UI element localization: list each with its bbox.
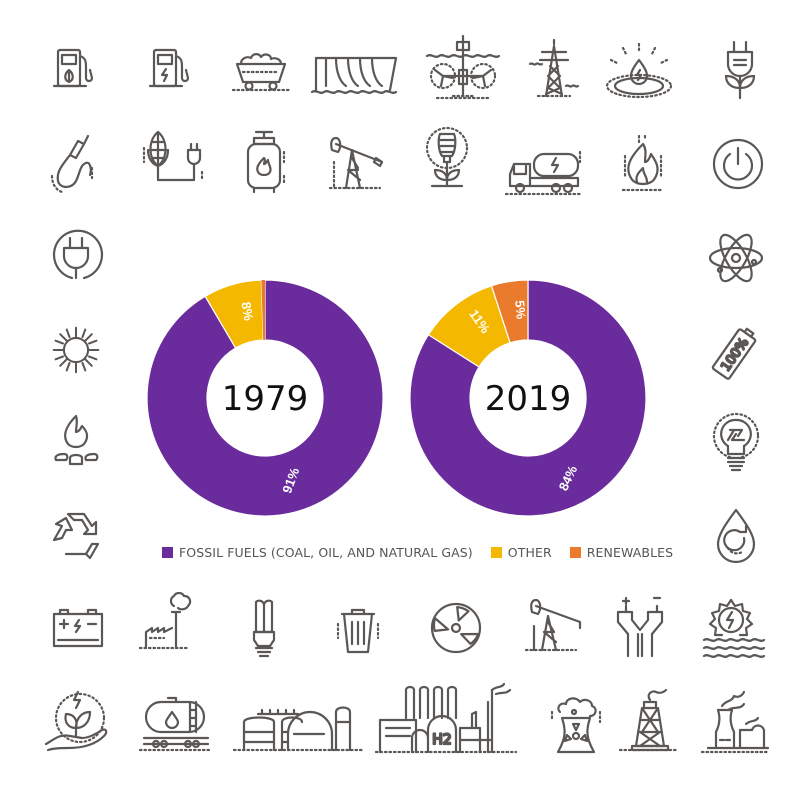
segment-renewables-1979	[261, 280, 265, 340]
nuclear-cooling-tower-icon	[546, 690, 606, 754]
factory-smoke-icon	[136, 591, 192, 654]
oil-derrick-icon	[618, 686, 680, 754]
legend-item-fossil: FOSSIL FUELS (COAL, OIL, AND NATURAL GAS…	[162, 545, 473, 560]
svg-text:H2: H2	[432, 732, 451, 748]
legend-swatch-renewables	[569, 547, 581, 558]
hydro-dam-icon	[310, 42, 402, 98]
legend-item-other: OTHER	[490, 545, 552, 560]
sun-icon	[50, 324, 102, 376]
segment-fossil-2019	[409, 279, 647, 517]
atom-icon	[706, 228, 766, 288]
recycle-bulb-icon	[706, 412, 766, 478]
water-cycle-drop-icon	[708, 506, 764, 566]
radiation-icon	[428, 600, 484, 656]
electrical-wires-icon	[612, 596, 668, 660]
biogas-plant-icon	[232, 702, 364, 754]
eco-bulb-plant-icon	[422, 124, 472, 194]
tidal-turbine-icon	[423, 32, 503, 102]
campfire-icon	[50, 412, 102, 472]
electric-charging-pump-icon	[148, 42, 204, 98]
fire-icon	[615, 134, 671, 196]
tank-railcar-icon	[138, 696, 214, 754]
segment-fossil-1979	[146, 279, 384, 517]
legend-swatch-other	[490, 547, 502, 558]
legend-label-other: OTHER	[507, 545, 552, 560]
plug-circle-icon	[48, 228, 104, 284]
oil-pumpjack-icon	[326, 130, 390, 192]
corn-biofuel-plug-icon	[140, 128, 210, 192]
donut-chart-1979: 8% 91% 1979	[145, 278, 385, 518]
segment-other-1979	[204, 279, 264, 349]
gas-cylinder-icon	[236, 128, 292, 196]
label-renewables-2019: 5%	[512, 300, 529, 320]
recycle-icon	[48, 506, 104, 562]
coal-cart-icon	[231, 42, 291, 98]
oil-pumpjack-2-icon	[522, 596, 584, 656]
cfl-bulb-icon	[236, 596, 292, 660]
biofuel-pump-icon	[52, 42, 108, 98]
hydrogen-plant-icon: H2	[374, 682, 528, 754]
legend-item-renewables: RENEWABLES	[569, 545, 674, 560]
gear-wave-energy-icon	[700, 596, 766, 660]
power-pylon-icon	[526, 38, 582, 100]
legend-label-renewables: RENEWABLES	[586, 545, 674, 560]
center-year-1979: 1979	[222, 379, 309, 419]
label-other-1979: 8%	[238, 301, 256, 323]
eco-plug-icon	[712, 38, 768, 100]
fuel-tanker-truck-icon	[504, 150, 584, 196]
donut-chart-2019: 5% 11% 84% 2019	[408, 278, 648, 518]
trash-can-icon	[330, 600, 386, 656]
legend-swatch-fossil	[162, 547, 173, 558]
battery-100-icon: 100%	[708, 322, 764, 384]
chart-legend: FOSSIL FUELS (COAL, OIL, AND NATURAL GAS…	[162, 545, 683, 560]
water-energy-drop-icon	[603, 40, 675, 100]
segment-renewables-2019	[490, 279, 529, 344]
power-plant-icon	[700, 684, 770, 754]
car-battery-icon	[50, 600, 106, 656]
hand-plant-energy-icon	[42, 688, 112, 754]
power-button-icon	[710, 136, 766, 192]
legend-label-fossil: FOSSIL FUELS (COAL, OIL, AND NATURAL GAS…	[179, 545, 473, 560]
center-year-2019: 2019	[485, 379, 572, 419]
soldering-iron-icon	[48, 132, 104, 196]
